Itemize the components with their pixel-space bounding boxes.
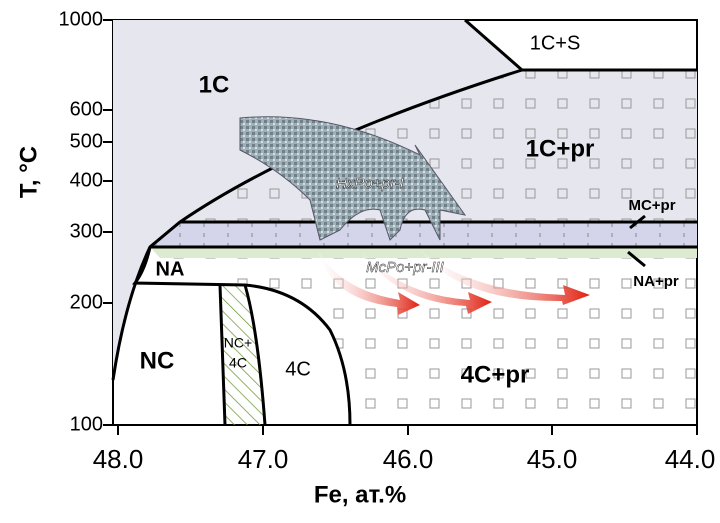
region-label: 4C+pr [461, 361, 530, 388]
page: 1002003004005006001000 48.047.046.045.04… [0, 0, 720, 523]
y-tick-label: 1000 [59, 8, 104, 30]
x-tick-label: 46.0 [383, 444, 434, 474]
region-label: 4C [229, 355, 247, 371]
y-tick-label: 300 [70, 220, 103, 242]
x-tick-label: 48.0 [93, 444, 144, 474]
y-axis-title: T, °C [15, 146, 42, 198]
region-label: 1C+pr [526, 135, 595, 162]
region-label: NA+pr [633, 273, 679, 290]
region-label: 1C [199, 71, 230, 98]
x-axis-title: Fe, ат.% [314, 481, 406, 508]
region-label: 1C+S [530, 32, 581, 54]
x-tick-label: 47.0 [238, 444, 289, 474]
y-tick-label: 600 [70, 98, 103, 120]
x-tick-label: 44.0 [665, 444, 716, 474]
x-ticks: 48.0 47.0 46.0 45.0 44.0 [93, 425, 716, 474]
y-ticks: 100 200 300 400 500 600 1000 [59, 8, 114, 435]
x-tick-label: 45.0 [527, 444, 578, 474]
y-tick-label: 200 [70, 291, 103, 313]
region-label: NC [140, 347, 175, 374]
region-label: 4C [285, 358, 311, 380]
region-label: NA [156, 258, 185, 280]
y-tick-label: 400 [70, 169, 103, 191]
arrow-label: HxPo+pr-I [336, 175, 404, 192]
region-label: MC+pr [628, 197, 675, 214]
phase-diagram: 1002003004005006001000 48.047.046.045.04… [0, 0, 720, 518]
y-tick-label: 100 [70, 413, 103, 435]
arrow-label: McPo+pr-III [366, 259, 444, 276]
y-tick-label: 500 [70, 130, 103, 152]
region-label: NC+ [224, 335, 252, 351]
